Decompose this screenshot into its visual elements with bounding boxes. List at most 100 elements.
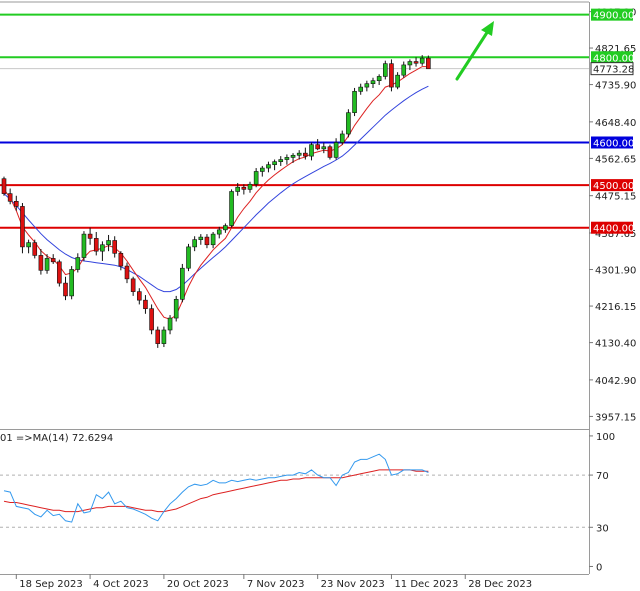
candle-body xyxy=(106,240,111,246)
candle xyxy=(272,159,277,171)
candle xyxy=(346,109,351,138)
level-tag-box xyxy=(591,8,633,21)
candle-body xyxy=(204,236,210,246)
candle xyxy=(173,295,179,322)
candle-body xyxy=(75,257,81,270)
candle xyxy=(118,251,124,271)
candle-body xyxy=(57,261,62,284)
candle xyxy=(57,259,62,287)
candle xyxy=(63,276,68,301)
candle xyxy=(149,304,154,335)
fast-ma-line xyxy=(3,66,429,320)
candle-body xyxy=(407,61,413,66)
candle-body xyxy=(44,258,50,271)
level-tag-label: 4400.00 xyxy=(593,224,634,235)
candle xyxy=(143,295,148,314)
candle xyxy=(235,182,240,196)
price-tick-label: 4301.90 xyxy=(595,266,636,277)
candle-body xyxy=(93,238,99,252)
candle-body xyxy=(352,91,357,113)
price-tick-label: 3957.15 xyxy=(595,412,636,423)
candlesticks xyxy=(1,55,431,348)
candle-body xyxy=(14,200,19,207)
indicator-tick-label: 30 xyxy=(596,523,609,534)
price-tick-label: 4648.40 xyxy=(595,118,636,129)
current-price-box xyxy=(590,62,634,76)
candle-body xyxy=(253,171,259,185)
candle-body xyxy=(81,233,87,258)
fast-moving-average xyxy=(3,66,429,320)
candle xyxy=(401,61,407,78)
candle xyxy=(229,189,234,228)
candle-body xyxy=(296,152,302,156)
candle xyxy=(87,227,93,245)
candle xyxy=(419,55,425,66)
candle xyxy=(20,203,25,254)
candle-body xyxy=(272,161,277,165)
candle-body xyxy=(38,255,44,271)
level-tag-label: 4900.00 xyxy=(593,11,634,22)
candle-body xyxy=(266,164,271,169)
candle-body xyxy=(50,258,56,263)
candle-body xyxy=(130,278,136,292)
candle-body xyxy=(216,229,222,235)
candle-body xyxy=(247,183,253,190)
candle xyxy=(247,181,253,193)
candle xyxy=(309,142,314,161)
candle xyxy=(426,55,431,70)
candle-body xyxy=(315,144,320,150)
price-tick-label: 4130.40 xyxy=(595,339,636,350)
candle xyxy=(204,234,210,249)
candle-body xyxy=(370,80,376,84)
candle-body xyxy=(32,242,38,256)
candle xyxy=(389,59,394,92)
candle-body xyxy=(155,329,161,344)
candle xyxy=(315,139,320,151)
indicator-red-line xyxy=(3,469,429,513)
level-price-tags: 4900.00 4800.00 4600.00 4500.00 4400.00 xyxy=(591,8,634,235)
candle xyxy=(210,231,216,249)
level-tag-label: 4800.00 xyxy=(593,53,634,64)
time-tick-label: 20 Oct 2023 xyxy=(167,579,229,590)
indicator-ma-line xyxy=(3,469,429,513)
candle xyxy=(106,234,111,252)
candle-body xyxy=(364,83,370,88)
candle-body xyxy=(26,242,31,248)
indicator-tick-label: 70 xyxy=(596,471,609,482)
candle xyxy=(93,231,99,256)
candle xyxy=(303,147,308,160)
candle-body xyxy=(284,157,290,160)
time-tick-label: 18 Sep 2023 xyxy=(19,579,82,590)
level-tag-label: 4600.00 xyxy=(593,138,634,149)
candle xyxy=(32,239,38,259)
candle xyxy=(370,77,376,88)
candle-body xyxy=(235,186,240,192)
candle-body xyxy=(63,282,68,297)
candle xyxy=(216,226,222,239)
candle xyxy=(333,138,339,160)
price-tick-label: 4387.65 xyxy=(595,229,636,240)
candle-body xyxy=(161,329,167,344)
time-tick-label: 4 Oct 2023 xyxy=(93,579,148,590)
candle xyxy=(7,188,13,205)
price-tick-label: 4821.65 xyxy=(595,44,636,55)
candle-body xyxy=(389,63,394,88)
candle xyxy=(278,156,284,166)
candle-body xyxy=(278,159,284,162)
candle xyxy=(192,236,197,252)
candle-body xyxy=(401,64,407,76)
candle-body xyxy=(167,317,173,331)
candle xyxy=(321,142,327,154)
candle xyxy=(44,254,50,274)
candle-body xyxy=(124,265,130,280)
candle-body xyxy=(321,146,327,150)
candle xyxy=(69,266,74,300)
candle xyxy=(376,74,382,85)
candle-body xyxy=(303,152,308,157)
indicator-blue-line xyxy=(3,453,429,523)
candle-body xyxy=(198,236,204,240)
indicator-label: 01 =>MA(14) 72.6294 xyxy=(0,433,113,444)
candle-body xyxy=(210,233,216,246)
